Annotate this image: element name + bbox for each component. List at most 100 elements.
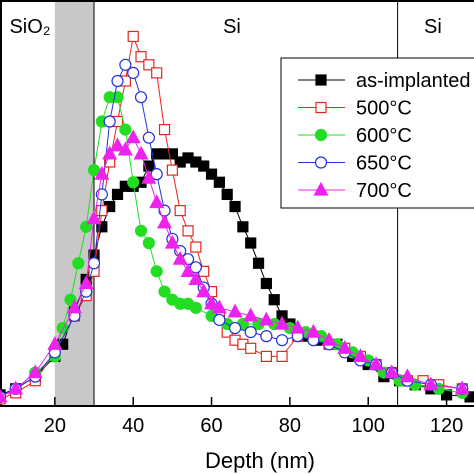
marker — [134, 91, 148, 104]
plot-frame — [0, 0, 474, 407]
marker — [368, 356, 384, 371]
x-tick-label: 120 — [430, 415, 463, 437]
marker — [221, 188, 233, 200]
marker — [78, 275, 94, 290]
marker — [0, 388, 8, 403]
marker — [399, 368, 415, 383]
marker — [196, 283, 212, 298]
marker — [384, 364, 400, 379]
marker — [127, 176, 140, 189]
marker — [260, 277, 272, 290]
x-tick-label: 20 — [44, 415, 66, 437]
plot-area — [0, 0, 474, 407]
marker — [117, 141, 133, 156]
marker — [228, 321, 242, 335]
legend-label: 650°C — [356, 153, 412, 175]
marker — [135, 51, 147, 63]
marker — [166, 148, 178, 160]
marker — [143, 59, 155, 71]
marker — [252, 257, 265, 269]
marker — [305, 323, 321, 338]
marker — [119, 58, 132, 71]
marker — [198, 160, 210, 172]
marker — [245, 342, 257, 354]
marker — [127, 66, 140, 80]
marker — [150, 265, 163, 278]
marker — [87, 164, 101, 177]
x-axis-label: Depth (nm) — [205, 448, 315, 473]
marker — [86, 210, 102, 225]
marker — [96, 221, 108, 233]
x-tick-label: 80 — [279, 415, 301, 437]
marker — [321, 331, 337, 346]
marker — [56, 321, 69, 335]
marker — [158, 285, 171, 298]
marker — [150, 168, 163, 181]
marker — [166, 164, 178, 176]
marker — [229, 200, 241, 213]
marker — [141, 169, 157, 184]
region-label: Si — [223, 16, 241, 38]
legend: as-implanted 500°C 600°C 650°C 700°C — [280, 57, 474, 209]
marker — [211, 299, 227, 314]
marker — [180, 263, 196, 277]
marker — [268, 294, 280, 306]
marker — [142, 236, 155, 250]
marker — [133, 145, 149, 160]
marker — [244, 326, 257, 339]
marker — [275, 334, 289, 347]
marker — [164, 234, 180, 249]
legend-marker — [314, 128, 328, 142]
marker — [205, 168, 218, 180]
marker — [260, 330, 273, 343]
marker — [94, 165, 110, 180]
marker — [111, 74, 124, 88]
marker — [352, 348, 368, 362]
marker — [260, 350, 272, 362]
marker — [111, 188, 124, 200]
legend-label: 700°C — [356, 180, 412, 202]
legend-marker — [315, 101, 327, 114]
marker — [274, 315, 290, 330]
legend-marker — [313, 181, 329, 196]
marker — [245, 237, 257, 249]
marker — [8, 380, 24, 395]
marker — [237, 221, 249, 233]
marker — [172, 250, 188, 265]
legend-marker — [315, 74, 327, 86]
marker — [423, 376, 439, 391]
marker — [213, 176, 225, 188]
region-label: SiO₂ — [9, 16, 50, 38]
legend-box — [280, 57, 474, 209]
marker — [258, 311, 274, 326]
marker — [190, 241, 202, 253]
shaded-region — [54, 0, 95, 405]
region-label: Si — [424, 16, 442, 38]
marker — [290, 319, 306, 334]
legend-marker — [314, 156, 328, 169]
x-tick-label: 60 — [200, 415, 222, 437]
marker — [119, 123, 132, 136]
marker — [149, 194, 165, 209]
marker — [151, 67, 163, 79]
legend-label: as-implanted — [356, 70, 471, 92]
marker — [134, 224, 148, 237]
marker — [96, 205, 108, 217]
marker — [454, 380, 470, 395]
marker — [47, 335, 63, 350]
marker — [243, 307, 259, 322]
marker — [66, 299, 82, 314]
marker — [157, 214, 173, 229]
marker — [87, 257, 101, 270]
marker — [103, 115, 116, 128]
marker — [189, 301, 202, 314]
marker — [227, 303, 243, 318]
x-tick-label: 100 — [352, 415, 385, 437]
marker — [125, 129, 141, 144]
marker — [27, 364, 43, 379]
marker — [72, 257, 85, 270]
marker — [182, 225, 194, 237]
marker — [213, 313, 226, 327]
legend-label: 600°C — [356, 125, 412, 147]
